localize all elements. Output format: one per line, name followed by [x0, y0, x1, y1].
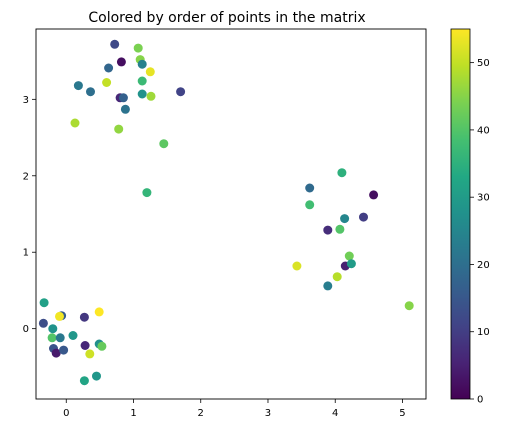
data-point — [137, 76, 147, 86]
data-point — [79, 312, 89, 322]
data-point — [48, 324, 58, 334]
data-point — [80, 341, 90, 350]
colorbar-tick-label: 50 — [477, 58, 490, 69]
x-tick-label: 1 — [130, 408, 136, 419]
data-point — [292, 261, 302, 271]
colorbar-axis: 0 10 20 30 40 50 — [470, 58, 490, 406]
data-point — [337, 168, 347, 178]
data-point — [369, 190, 379, 200]
y-tick-label: 2 — [23, 171, 29, 182]
data-point — [85, 349, 95, 359]
data-point — [68, 331, 78, 340]
data-point — [335, 224, 345, 234]
x-tick-label: 0 — [63, 408, 69, 419]
data-point — [94, 307, 104, 317]
data-point — [145, 67, 155, 77]
colorbar-tick-label: 40 — [477, 125, 490, 136]
data-point — [346, 259, 356, 269]
data-point — [104, 63, 114, 73]
data-point — [114, 124, 124, 134]
data-point — [142, 188, 152, 198]
data-point — [55, 311, 64, 321]
data-point — [137, 89, 147, 99]
data-point — [159, 139, 169, 149]
data-point — [51, 348, 61, 358]
data-point — [146, 91, 156, 101]
y-axis: 0 1 2 3 — [23, 95, 36, 335]
data-point — [59, 345, 69, 355]
data-point — [359, 212, 368, 222]
data-point — [323, 281, 333, 291]
chart-title: Colored by order of points in the matrix — [88, 10, 365, 26]
x-tick-label: 5 — [399, 408, 405, 419]
y-tick-label: 1 — [23, 248, 29, 259]
colorbar-tick-label: 30 — [477, 193, 490, 204]
x-tick-label: 2 — [198, 408, 204, 419]
data-point — [404, 301, 414, 311]
data-point — [55, 333, 65, 343]
colorbar-tick-label: 10 — [477, 327, 490, 338]
x-tick-label: 4 — [332, 408, 338, 419]
data-point — [176, 87, 186, 97]
data-point — [102, 78, 112, 87]
data-point — [133, 43, 143, 53]
data-point — [118, 93, 128, 103]
x-axis: 0 1 2 3 4 5 — [63, 399, 406, 419]
data-point — [305, 200, 315, 210]
data-point — [86, 87, 95, 97]
data-point — [305, 183, 315, 193]
data-point — [332, 272, 342, 282]
data-point — [70, 118, 80, 128]
data-point — [137, 59, 147, 69]
colorbar-tick-label: 0 — [477, 395, 483, 406]
data-point — [79, 376, 89, 386]
data-point — [344, 251, 354, 261]
x-tick-label: 3 — [265, 408, 271, 419]
data-point — [47, 333, 57, 343]
data-point — [39, 298, 49, 308]
data-point — [116, 57, 126, 67]
data-point — [110, 39, 120, 49]
data-point — [97, 341, 107, 351]
data-point — [73, 81, 83, 91]
data-point — [120, 104, 130, 114]
data-point — [340, 214, 350, 224]
y-tick-label: 0 — [23, 324, 29, 335]
data-point — [92, 371, 101, 381]
plot-frame — [35, 28, 427, 400]
colorbar — [450, 28, 471, 400]
data-point — [38, 318, 48, 328]
colorbar-tick-label: 20 — [477, 260, 490, 271]
y-tick-label: 3 — [23, 95, 29, 106]
points-layer — [38, 39, 414, 386]
data-point — [323, 225, 333, 235]
